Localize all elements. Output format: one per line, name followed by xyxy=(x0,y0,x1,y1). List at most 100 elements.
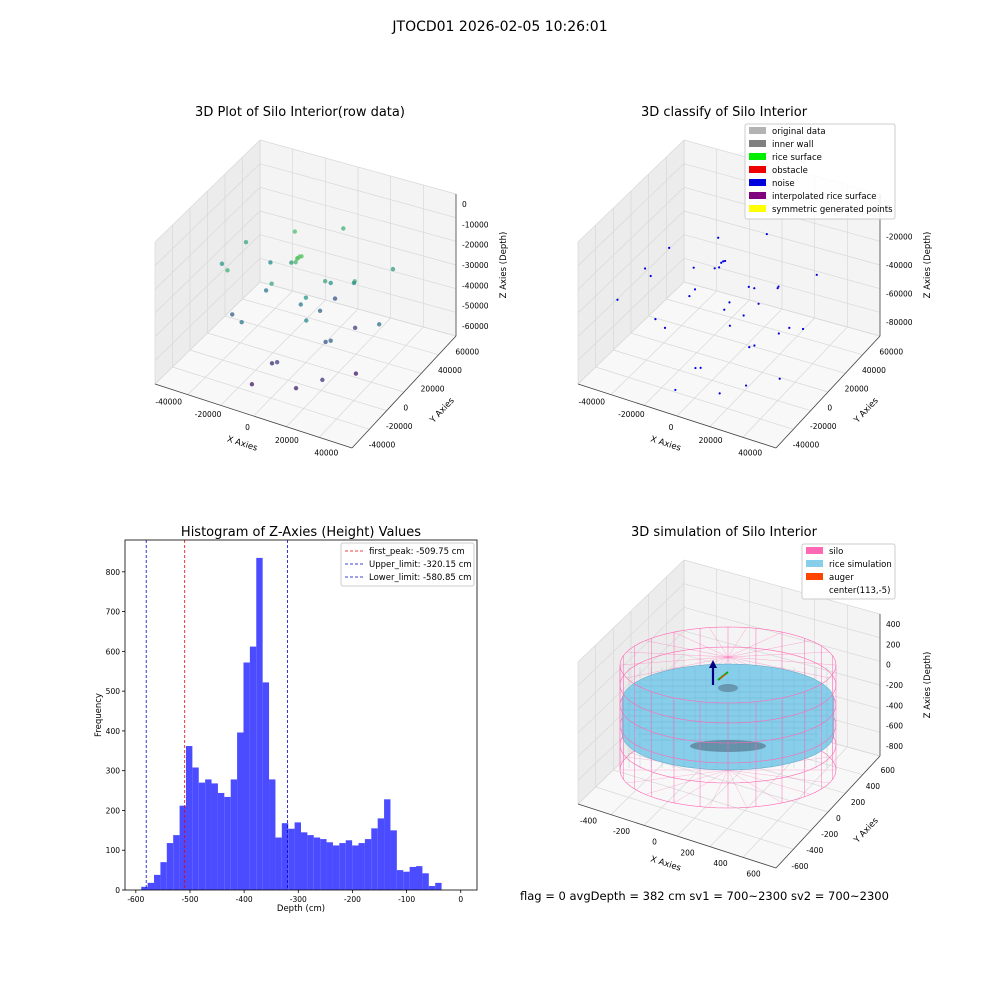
data-point xyxy=(230,312,235,317)
y-tick-label: -400 xyxy=(806,846,823,855)
z-tick-label: 400 xyxy=(886,620,901,629)
z-tick-label: -60000 xyxy=(462,322,489,331)
legend-swatch xyxy=(749,192,766,199)
silo-floor-line xyxy=(727,769,811,795)
legend-label: symmetric generated points xyxy=(772,205,893,215)
silo-roof-line xyxy=(673,631,729,658)
data-point xyxy=(352,325,358,331)
histogram-bar xyxy=(230,779,238,890)
noise-point xyxy=(722,260,725,263)
data-point xyxy=(289,260,294,265)
x-tick-label: 200 xyxy=(680,848,695,857)
noise-point xyxy=(801,327,805,331)
classify-plot-title: 3D classify of Silo Interior xyxy=(641,105,808,120)
data-point xyxy=(298,302,303,307)
data-point xyxy=(320,377,325,383)
x-tick-label: -20000 xyxy=(618,410,645,419)
x-tick-label: -300 xyxy=(290,895,307,904)
z-tick-label: 200 xyxy=(886,640,901,649)
y-tick-label: -40000 xyxy=(793,441,820,450)
z-tick-label: -60000 xyxy=(886,289,913,298)
histogram-bar xyxy=(192,767,199,890)
legend-label: obstacle xyxy=(772,166,808,176)
histogram-bar xyxy=(332,845,340,890)
histogram-bar xyxy=(185,746,193,890)
grid-line xyxy=(577,583,685,686)
legend-label: original data xyxy=(772,127,826,137)
histogram-bar xyxy=(205,779,212,890)
grid-line xyxy=(154,163,261,266)
histogram-bar xyxy=(224,796,231,890)
x-tick-label: -400 xyxy=(236,895,253,904)
data-point xyxy=(269,361,275,366)
noise-point xyxy=(744,384,748,387)
legend-label: rice surface xyxy=(772,153,822,163)
legend-swatch xyxy=(806,547,823,554)
legend-swatch xyxy=(749,153,766,160)
data-point xyxy=(328,280,333,286)
grid-line xyxy=(577,163,685,266)
x-tick-label: -500 xyxy=(181,895,198,904)
histogram-bar xyxy=(160,862,167,890)
histogram-bar xyxy=(416,866,423,890)
histogram-bar xyxy=(313,837,321,890)
histogram-bar xyxy=(154,874,161,890)
silo-roof-line xyxy=(645,640,729,658)
noise-point xyxy=(692,266,695,269)
histogram-bar xyxy=(358,843,365,890)
y-tick-label: -40000 xyxy=(369,441,396,450)
data-point xyxy=(323,279,328,284)
data-point xyxy=(219,261,225,266)
histogram-bar xyxy=(326,842,333,890)
y-tick-label: 300 xyxy=(106,767,121,776)
histogram-bar xyxy=(249,646,257,890)
noise-point xyxy=(742,314,745,317)
z-tick-label: -40000 xyxy=(886,261,913,270)
histogram-bar xyxy=(198,782,206,890)
histogram-bar xyxy=(377,818,385,890)
data-point xyxy=(269,281,274,286)
z-tick-label: -400 xyxy=(886,701,903,710)
simulation-plot-title: 3D simulation of Silo Interior xyxy=(631,525,818,540)
plot-frame xyxy=(124,539,478,891)
data-point xyxy=(390,266,396,272)
legend-label: Lower_limit: -580.85 cm xyxy=(369,573,471,583)
y-axis-label: Y Axies xyxy=(428,396,457,426)
noise-point xyxy=(718,392,721,395)
noise-point xyxy=(747,285,750,288)
legend-swatch xyxy=(749,140,766,147)
histogram-bar xyxy=(269,779,276,890)
y-tick-label: 0 xyxy=(836,814,841,823)
y-tick-label: -600 xyxy=(791,862,808,871)
x-tick-label: -40000 xyxy=(155,397,182,406)
histogram-title: Histogram of Z-Axies (Height) Values xyxy=(181,525,421,540)
noise-point xyxy=(788,326,791,329)
z-tick-label: -40000 xyxy=(462,281,489,290)
legend-label: noise xyxy=(772,179,795,189)
legend-frame xyxy=(340,542,475,587)
histogram-xlabel: Depth (cm) xyxy=(277,904,325,914)
silo-floor-line xyxy=(727,769,830,784)
y-tick-label: 400 xyxy=(106,727,121,736)
histogram-bar xyxy=(428,886,436,890)
histogram-bar xyxy=(307,835,314,890)
y-tick-label: 0 xyxy=(827,403,832,412)
histogram-bar xyxy=(262,682,270,890)
y-tick-label: 500 xyxy=(106,687,121,696)
grid-line xyxy=(242,298,439,356)
depth-histogram: Histogram of Z-Axies (Height) Values -60… xyxy=(94,525,478,914)
histogram-bar xyxy=(275,837,282,890)
histogram-bar xyxy=(217,792,225,890)
histogram-bar xyxy=(179,805,186,890)
x-axis-label: X Axies xyxy=(226,434,259,453)
histogram-bar xyxy=(345,840,353,890)
z-axis-label: Z Axies (Depth) xyxy=(499,232,509,299)
z-tick-label: -20000 xyxy=(886,233,913,242)
histogram-bar xyxy=(256,557,263,890)
x-tick-label: -40000 xyxy=(579,397,606,406)
silo-roof-line xyxy=(727,640,811,658)
y-tick-label: 600 xyxy=(106,647,121,656)
data-point xyxy=(332,296,338,301)
grid-line xyxy=(683,281,881,337)
legend-label: interpolated rice surface xyxy=(772,192,877,202)
